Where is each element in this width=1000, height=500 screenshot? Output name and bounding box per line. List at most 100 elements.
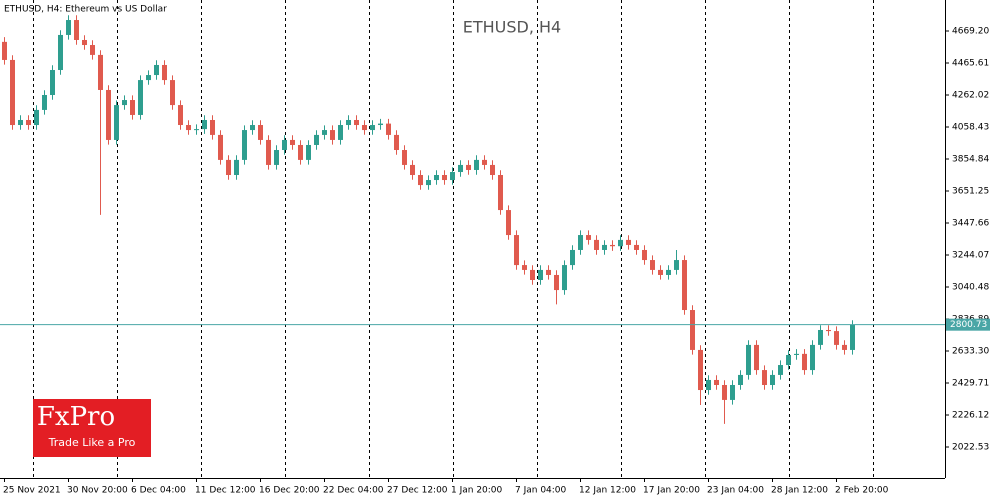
candle-body (706, 379, 711, 391)
x-tick-label: 23 Jan 04:00 (707, 486, 764, 496)
candle-body (490, 164, 495, 176)
candle-body (226, 159, 231, 176)
candle-body (658, 269, 663, 275)
y-tick-label: 3651.25 (952, 186, 989, 196)
candle-body (258, 125, 263, 140)
candle-body (186, 125, 191, 131)
candle-body (322, 130, 327, 135)
candle-body (554, 274, 559, 291)
x-tick-label: 7 Jan 04:00 (515, 486, 567, 496)
candle-body (522, 265, 527, 270)
candle-body (626, 239, 631, 245)
x-tick-label: 17 Jan 20:00 (643, 486, 700, 496)
candle-body (290, 139, 295, 145)
candles (2, 15, 855, 424)
candle-body (90, 45, 95, 55)
candle-body (474, 159, 479, 170)
candle-body (650, 260, 655, 270)
y-tick-label: 4058.43 (952, 122, 989, 132)
chart-title: ETHUSD, H4: Ethereum vs US Dollar (4, 5, 167, 15)
x-tick-label: 22 Dec 04:00 (323, 486, 384, 496)
candle-body (2, 41, 7, 60)
candle-body (850, 324, 855, 350)
x-tick-label: 30 Nov 20:00 (67, 486, 128, 496)
candle-body (234, 159, 239, 176)
candle-body (834, 331, 839, 345)
x-tick-label: 16 Dec 20:00 (259, 486, 320, 496)
candle-body (338, 125, 343, 140)
candle-body (74, 20, 79, 40)
candle-body (250, 125, 255, 131)
candle-body (202, 119, 207, 130)
candle-body (386, 123, 391, 135)
candle-body (378, 123, 383, 126)
candle-body (242, 130, 247, 160)
candle-body (738, 374, 743, 385)
y-tick-label: 2226.12 (952, 410, 989, 420)
candle-body (346, 119, 351, 126)
candle-body (730, 384, 735, 400)
x-tick-label: 12 Jan 12:00 (579, 486, 636, 496)
week-separators (33, 0, 874, 478)
candle-body (370, 125, 375, 131)
candle-body (682, 260, 687, 311)
candle-body (162, 64, 167, 81)
candle-body (802, 353, 807, 371)
candle-body (818, 329, 823, 345)
candle-body (194, 129, 199, 131)
candle-body (562, 265, 567, 291)
y-tick-label: 3854.84 (952, 154, 989, 164)
candle-body (586, 235, 591, 240)
candle-body (18, 119, 23, 126)
candle-body (546, 269, 551, 275)
candle-body (410, 164, 415, 176)
candle-body (466, 164, 471, 170)
x-tick-label: 6 Dec 04:00 (131, 486, 186, 496)
price-label-box (946, 318, 990, 331)
y-tick-label: 3447.66 (952, 218, 989, 228)
candle-body (26, 119, 31, 126)
x-tick-label: 28 Jan 12:00 (771, 486, 828, 496)
candle-body (778, 365, 783, 375)
candle-body (538, 269, 543, 281)
candle-body (298, 144, 303, 160)
candle-body (826, 329, 831, 332)
candle-body (106, 89, 111, 140)
candle-body (394, 134, 399, 151)
logo-brand: FxPro (37, 402, 115, 432)
candle-body (794, 353, 799, 355)
candle-body (330, 130, 335, 140)
candle-body (570, 249, 575, 266)
candle-body (698, 349, 703, 391)
candle-body (746, 344, 751, 375)
candle-body (146, 75, 151, 81)
candle-body (450, 172, 455, 181)
logo-tagline: Trade Like a Pro (48, 436, 136, 449)
candle-body (210, 119, 215, 135)
x-tick-label: 2 Feb 20:00 (835, 486, 889, 496)
candle-body (458, 164, 463, 173)
candle-body (98, 54, 103, 90)
candle-body (114, 105, 119, 140)
candle-body (722, 384, 727, 400)
candle-body (770, 374, 775, 385)
candle-body (426, 180, 431, 186)
candle-body (170, 80, 175, 106)
candle-body (130, 100, 135, 115)
candle-body (154, 64, 159, 76)
candle-body (610, 244, 615, 247)
y-tick-label: 2022.53 (952, 442, 989, 452)
candle-body (354, 119, 359, 126)
candle-body (842, 344, 847, 350)
candle-body (434, 175, 439, 181)
candle-body (42, 94, 47, 110)
x-tick-label: 25 Nov 2021 (3, 486, 61, 496)
candle-body (514, 235, 519, 266)
price-label: 2800.73 (950, 320, 987, 330)
candle-body (602, 244, 607, 250)
x-tick-label: 11 Dec 12:00 (195, 486, 256, 496)
candle-body (402, 150, 407, 165)
candle-body (218, 134, 223, 160)
candle-body (594, 239, 599, 250)
candle-body (138, 80, 143, 115)
